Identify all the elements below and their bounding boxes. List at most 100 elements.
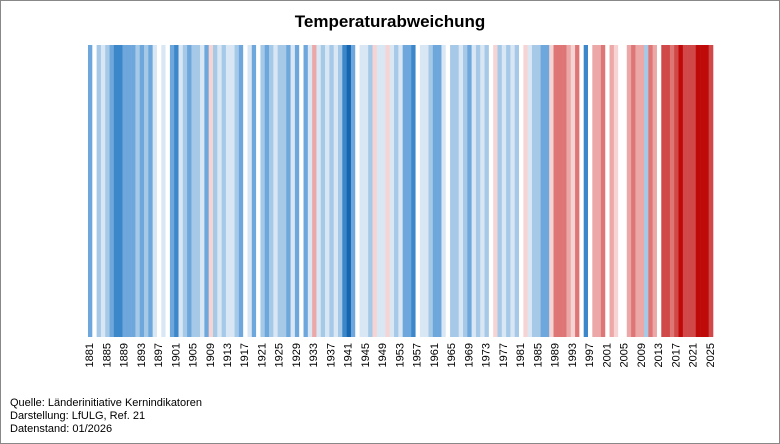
x-tick-label: 1937 — [325, 343, 337, 367]
stripe — [368, 45, 373, 337]
stripe — [200, 45, 205, 337]
stripe — [264, 45, 270, 337]
x-tick-label: 1889 — [119, 343, 131, 367]
stripe — [277, 45, 283, 337]
stripe — [428, 45, 434, 337]
stripe — [570, 45, 576, 337]
stripe — [583, 45, 589, 337]
x-tick-label: 1917 — [239, 343, 251, 367]
x-tick-label: 1933 — [308, 343, 320, 367]
stripe — [217, 45, 222, 337]
stripe — [269, 45, 274, 337]
stripe — [329, 45, 334, 337]
stripe — [213, 45, 218, 337]
stripe — [432, 45, 438, 337]
stripe — [320, 45, 326, 337]
stripe — [708, 45, 714, 337]
stripe — [531, 45, 537, 337]
stripe — [359, 45, 365, 337]
x-tick-label: 1925 — [274, 343, 286, 367]
stripe — [441, 45, 447, 337]
x-tick-label: 1997 — [584, 343, 596, 367]
stripe — [523, 45, 528, 337]
x-tick-label: 1949 — [377, 343, 389, 367]
stripe — [493, 45, 498, 337]
stripe — [109, 45, 115, 337]
stripe — [225, 45, 231, 337]
stripe — [338, 45, 343, 337]
stripe — [635, 45, 641, 337]
stripe — [458, 45, 464, 337]
stripe — [394, 45, 399, 337]
stripe — [691, 45, 697, 337]
x-tick-label: 1901 — [170, 343, 182, 367]
stripe — [406, 45, 412, 337]
stripe — [105, 45, 110, 337]
stripe — [415, 45, 421, 337]
stripe — [600, 45, 606, 337]
stripe — [609, 45, 615, 337]
stripe — [536, 45, 541, 337]
stripe — [398, 45, 403, 337]
stripe — [234, 45, 240, 337]
x-tick-label: 1989 — [550, 343, 562, 367]
stripe — [510, 45, 516, 337]
source-note: Quelle: Länderinitiative Kernindikatoren — [10, 397, 202, 409]
stripe — [695, 45, 701, 337]
stripe — [678, 45, 684, 337]
stripe — [247, 45, 253, 337]
x-tick-label: 2005 — [619, 343, 631, 367]
stripe — [161, 45, 166, 337]
stripe — [484, 45, 490, 337]
stripe — [342, 45, 347, 337]
stripe — [639, 45, 645, 337]
stripe — [682, 45, 688, 337]
stripe — [376, 45, 382, 337]
stripe — [156, 45, 162, 337]
date-note: Datenstand: 01/2026 — [10, 423, 112, 435]
stripe — [122, 45, 128, 337]
x-tick-label: 2017 — [670, 343, 682, 367]
stripe — [471, 45, 477, 337]
stripe — [178, 45, 184, 337]
stripe — [303, 45, 309, 337]
stripe — [454, 45, 459, 337]
stripe — [208, 45, 214, 337]
stripe — [540, 45, 546, 337]
stripe — [553, 45, 559, 337]
stripe — [372, 45, 378, 337]
stripe — [501, 45, 507, 337]
stripe — [281, 45, 287, 337]
stripe — [148, 45, 153, 337]
stripe — [450, 45, 455, 337]
x-tick-label: 1985 — [532, 343, 544, 367]
stripe — [557, 45, 563, 337]
stripe — [385, 45, 391, 337]
stripe — [700, 45, 705, 337]
x-tick-label: 1945 — [360, 343, 372, 367]
x-tick-label: 1965 — [446, 343, 458, 367]
stripe — [204, 45, 209, 337]
x-tick-label: 1909 — [205, 343, 217, 367]
author-note: Darstellung: LfULG, Ref. 21 — [10, 410, 145, 422]
x-tick-label: 1893 — [136, 343, 148, 367]
stripe — [139, 45, 145, 337]
x-tick-label: 1961 — [429, 343, 441, 367]
stripe — [294, 45, 300, 337]
stripe — [88, 45, 93, 337]
stripe — [424, 45, 429, 337]
stripe — [299, 45, 304, 337]
stripe — [251, 45, 257, 337]
stripe — [238, 45, 244, 337]
stripe — [307, 45, 313, 337]
stripe — [100, 45, 106, 337]
stripe — [126, 45, 132, 337]
stripe — [704, 45, 709, 337]
stripe — [381, 45, 386, 337]
x-tick-label: 2013 — [653, 343, 665, 367]
stripe — [622, 45, 628, 337]
stripe — [588, 45, 593, 337]
stripe — [665, 45, 671, 337]
stripe — [669, 45, 675, 337]
stripe — [273, 45, 278, 337]
